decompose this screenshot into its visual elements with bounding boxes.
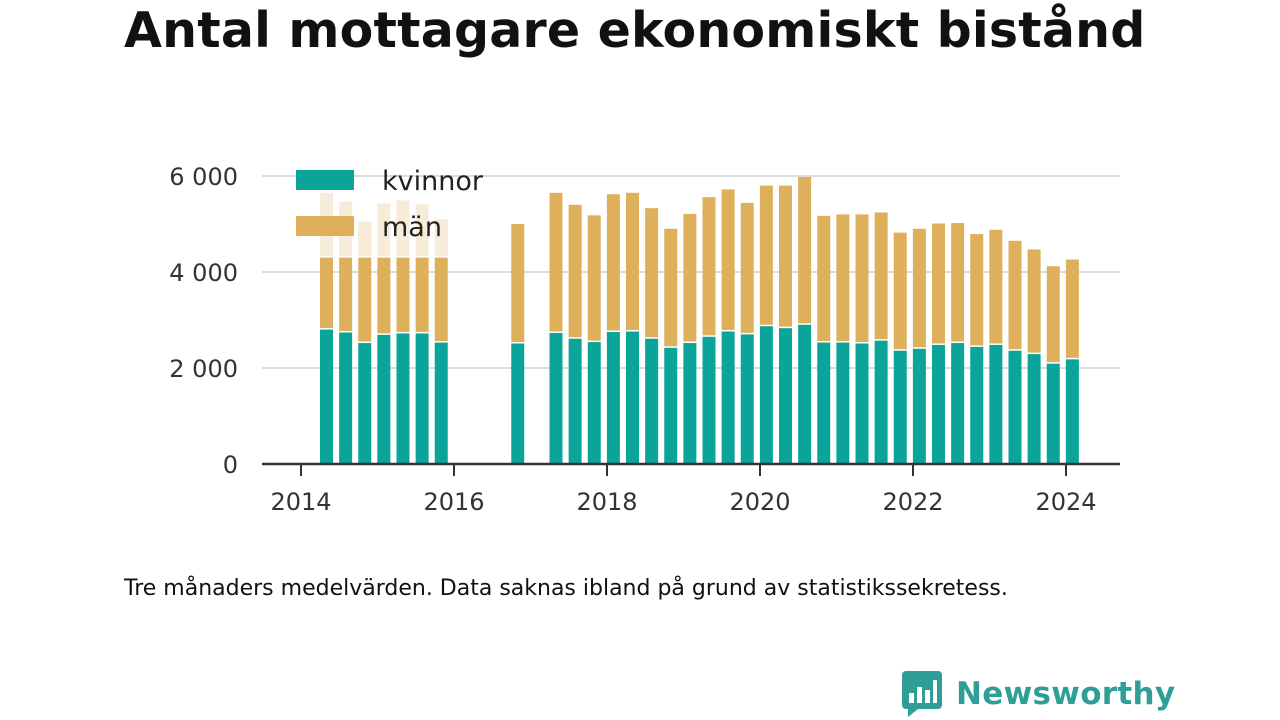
bar-man — [568, 204, 582, 338]
bar-kvinnor — [989, 344, 1003, 464]
bar-man — [626, 192, 639, 331]
bar-man — [912, 228, 926, 348]
bar-faded — [396, 200, 410, 257]
legend-label-man: män — [382, 212, 442, 243]
legend-swatch-kvinnor — [296, 170, 354, 190]
bar-kvinnor — [855, 343, 869, 464]
bar-man — [951, 223, 965, 342]
bar-man — [740, 202, 754, 333]
bar-kvinnor — [951, 343, 965, 464]
bar-man — [320, 257, 333, 329]
bar-man — [702, 197, 716, 336]
bar-man — [893, 232, 907, 350]
bar-man — [339, 257, 353, 331]
bar-man — [1046, 266, 1060, 363]
bar-man — [759, 185, 773, 325]
bar-kvinnor — [779, 328, 792, 464]
bar-man — [779, 185, 792, 327]
brand-name: Newsworthy — [956, 676, 1176, 712]
bar-kvinnor — [970, 346, 984, 464]
newsworthy-logo-icon — [902, 671, 942, 717]
bar-kvinnor — [683, 343, 697, 464]
bar-kvinnor — [1046, 363, 1060, 464]
bar-man — [989, 229, 1003, 344]
bar-man — [855, 214, 869, 343]
footnote: Tre månaders medelvärden. Data saknas ib… — [124, 576, 1008, 601]
y-tick-label: 0 — [223, 451, 238, 479]
bar-man — [664, 228, 678, 347]
bar-faded — [434, 219, 448, 257]
bar-man — [606, 194, 620, 331]
bar-faded — [415, 204, 429, 257]
y-tick-label: 4 000 — [169, 259, 238, 287]
legend-label-kvinnor: kvinnor — [382, 166, 484, 197]
bar-man — [970, 234, 984, 346]
bar-man — [798, 176, 812, 324]
bar-kvinnor — [606, 332, 620, 464]
bar-man — [511, 224, 525, 343]
chart-title: Antal mottagare ekonomiskt bistånd — [124, 2, 1146, 59]
x-tick-label: 2014 — [270, 488, 331, 516]
bar-kvinnor — [626, 331, 639, 464]
y-tick-label: 2 000 — [169, 355, 238, 383]
bar-man — [587, 215, 601, 341]
bar-man — [358, 257, 372, 342]
bar-man — [415, 257, 429, 332]
bar-man — [721, 189, 735, 331]
bar-kvinnor — [434, 342, 448, 464]
bar-man — [645, 208, 659, 338]
bar-man — [549, 192, 563, 332]
brand-logo[interactable]: Newsworthy — [902, 668, 1175, 720]
bar-kvinnor — [912, 348, 926, 464]
bar-kvinnor — [759, 326, 773, 464]
bar-kvinnor — [893, 350, 907, 464]
bar-kvinnor — [740, 334, 754, 464]
bar-man — [434, 257, 448, 342]
legend-swatch-man — [296, 216, 354, 236]
bar-chart: 0 2 000 4 000 6 000 2014 2016 2018 2020 2022 2024… — [169, 163, 1120, 516]
bar-kvinnor — [396, 333, 410, 464]
bar-man — [836, 214, 850, 342]
x-tick-label: 2016 — [423, 488, 484, 516]
bar-kvinnor — [549, 332, 563, 464]
bar-kvinnor — [587, 342, 601, 464]
bar-kvinnor — [874, 340, 888, 464]
x-tick-label: 2020 — [729, 488, 790, 516]
bar-kvinnor — [339, 332, 353, 464]
bar-kvinnor — [1065, 359, 1079, 464]
bar-man — [932, 223, 945, 344]
bar-kvinnor — [511, 343, 525, 464]
bar-kvinnor — [721, 331, 735, 464]
bar-kvinnor — [1008, 350, 1022, 464]
bar-kvinnor — [798, 324, 812, 464]
bar-kvinnor — [415, 333, 429, 464]
bar-man — [396, 257, 410, 332]
bar-kvinnor — [932, 344, 945, 464]
bar-kvinnor — [320, 329, 333, 464]
bar-kvinnor — [817, 342, 831, 464]
bar-kvinnor — [358, 343, 372, 464]
bar-kvinnor — [645, 338, 659, 464]
bar-man — [874, 212, 888, 340]
bar-man — [377, 257, 391, 334]
bar-faded — [377, 203, 391, 257]
bar-man — [1008, 240, 1022, 350]
bar-kvinnor — [702, 336, 716, 464]
y-tick-label: 6 000 — [169, 163, 238, 191]
bar-kvinnor — [377, 334, 391, 464]
bar-kvinnor — [1027, 354, 1041, 464]
x-tick-label: 2022 — [882, 488, 943, 516]
bar-man — [817, 215, 831, 342]
bar-man — [1065, 259, 1079, 358]
bar-man — [683, 213, 697, 342]
x-tick-label: 2018 — [576, 488, 637, 516]
bar-kvinnor — [836, 342, 850, 464]
bar-faded — [358, 221, 372, 257]
x-tick-label: 2024 — [1035, 488, 1096, 516]
bar-kvinnor — [664, 347, 678, 464]
bar-kvinnor — [568, 338, 582, 464]
bar-man — [1027, 249, 1041, 353]
